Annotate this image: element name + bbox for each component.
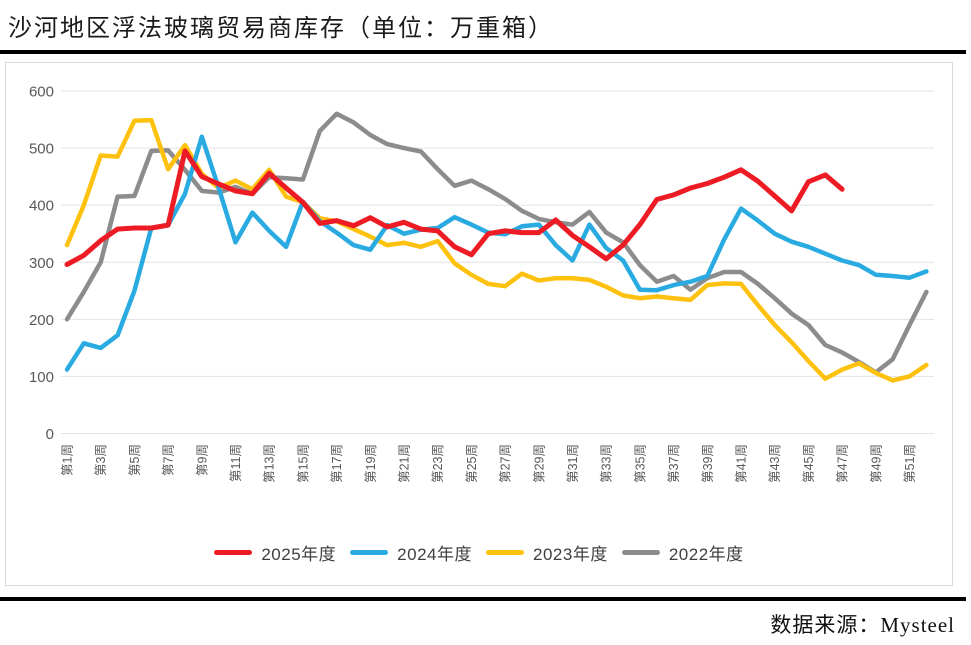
legend-item-2025年度: 2025年度 [214, 540, 336, 565]
y-axis-tick-label: 200 [29, 312, 54, 329]
x-axis-tick-label: 第19周 [364, 444, 378, 483]
legend-swatch [350, 550, 389, 555]
x-axis-tick-label: 第31周 [566, 444, 580, 483]
title-divider [0, 50, 966, 54]
y-axis-tick-label: 400 [29, 198, 54, 215]
x-axis-tick-label: 第45周 [802, 444, 816, 483]
y-axis-tick-label: 300 [29, 255, 54, 272]
x-axis-tick-label: 第33周 [600, 444, 614, 483]
x-axis-tick-label: 第7周 [162, 444, 176, 476]
legend-label: 2022年度 [668, 545, 744, 564]
legend-item-2023年度: 2023年度 [486, 540, 608, 565]
x-axis-tick-label: 第49周 [869, 444, 883, 483]
x-axis-tick-label: 第37周 [667, 444, 681, 483]
data-source-note: 数据来源：Mysteel [770, 613, 955, 637]
x-axis-tick-label: 第47周 [836, 444, 850, 483]
x-axis-tick-label: 第35周 [633, 444, 647, 483]
y-axis-tick-label: 0 [46, 426, 54, 443]
series-line-2025年度 [64, 148, 845, 267]
y-axis-tick-label: 500 [29, 141, 54, 158]
legend-label: 2023年度 [533, 545, 608, 564]
legend-item-2024年度: 2024年度 [350, 540, 472, 565]
line-chart-svg: 0 100 200 300 400 500 600 第1周 第3周 第5周 第7周 第9周 第11周 第1… [29, 84, 934, 483]
x-axis-tick-label: 第1周 [61, 444, 75, 476]
legend-label: 2025年度 [261, 545, 337, 564]
legend-label: 2024年度 [397, 545, 472, 564]
x-axis-tick-label: 第39周 [701, 444, 715, 483]
x-axis-tick-label: 第25周 [465, 444, 479, 483]
x-axis-tick-label: 第23周 [431, 444, 445, 483]
x-axis-tick-label: 第11周 [229, 444, 243, 482]
x-axis-tick-label: 第29周 [532, 444, 546, 483]
x-axis-tick-label: 第51周 [903, 444, 917, 483]
x-axis-tick-label: 第41周 [735, 444, 749, 483]
x-axis-tick-label: 第9周 [195, 444, 209, 476]
legend-swatch [486, 550, 524, 555]
y-axis-tick-label: 600 [29, 84, 54, 101]
x-axis-tick-label: 第15周 [296, 444, 310, 483]
x-axis-tick-label: 第27周 [499, 444, 513, 483]
legend-item-2022年度: 2022年度 [621, 540, 744, 565]
x-axis-tick-label: 第21周 [398, 444, 412, 483]
x-axis-tick-label: 第3周 [94, 444, 108, 476]
x-axis-tick-label: 第43周 [768, 444, 782, 483]
chart-legend: 2025年度 2024年度 2023年度 2022年度 [6, 540, 952, 565]
series-line-2022年度 [64, 111, 929, 375]
x-axis-tick-label: 第17周 [330, 444, 344, 483]
chart-title: 沙河地区浮法玻璃贸易商库存（单位：万重箱） [8, 16, 554, 42]
chart-panel: 0 100 200 300 400 500 600 第1周 第3周 第5周 第7周 第9周 第11周 第1… [5, 62, 953, 586]
legend-swatch [214, 550, 253, 555]
y-axis-tick-label: 100 [29, 369, 54, 386]
legend-swatch [621, 550, 660, 555]
x-axis-tick-label: 第5周 [128, 444, 142, 476]
source-divider [0, 597, 966, 601]
x-axis-tick-label: 第13周 [263, 444, 277, 483]
